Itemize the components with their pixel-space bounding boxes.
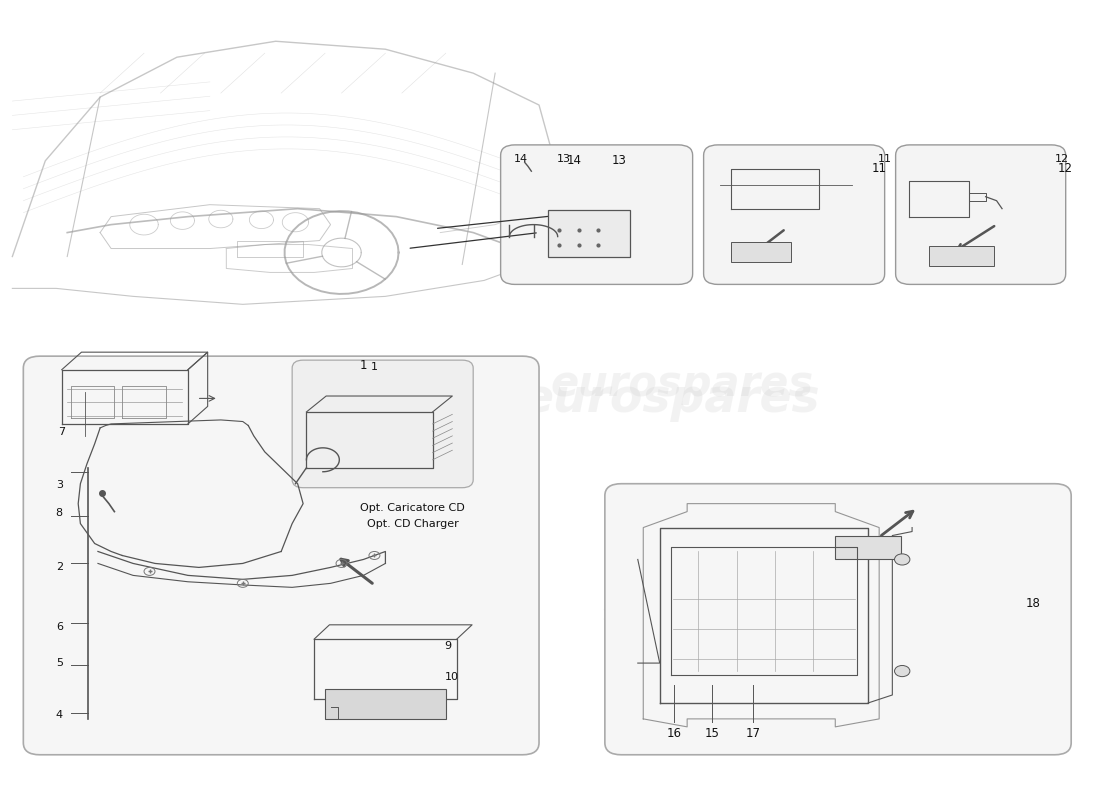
Text: 7: 7: [58, 427, 65, 437]
FancyBboxPatch shape: [895, 145, 1066, 285]
FancyBboxPatch shape: [732, 242, 791, 262]
Text: eurospares: eurospares: [521, 378, 820, 422]
Text: 8: 8: [56, 508, 63, 518]
FancyBboxPatch shape: [835, 535, 901, 559]
Text: 13: 13: [612, 154, 626, 167]
Text: 12: 12: [1055, 154, 1069, 164]
Text: 6: 6: [56, 622, 63, 632]
Circle shape: [894, 554, 910, 565]
Text: 2: 2: [56, 562, 63, 573]
Text: eurospares: eurospares: [650, 643, 966, 691]
Text: 4: 4: [56, 710, 63, 720]
FancyBboxPatch shape: [928, 246, 994, 266]
Text: 17: 17: [746, 726, 760, 740]
Text: 12: 12: [1058, 162, 1072, 175]
Text: 5: 5: [56, 658, 63, 668]
Text: eurospares: eurospares: [627, 644, 978, 698]
Text: 18: 18: [1025, 597, 1041, 610]
FancyBboxPatch shape: [293, 360, 473, 488]
FancyBboxPatch shape: [23, 356, 539, 754]
Text: Opt. Caricatore CD: Opt. Caricatore CD: [361, 502, 465, 513]
Text: 16: 16: [667, 726, 682, 740]
Text: 10: 10: [444, 673, 459, 682]
Text: 1: 1: [360, 359, 367, 372]
Text: 14: 14: [514, 154, 528, 164]
Text: 15: 15: [705, 726, 719, 740]
FancyBboxPatch shape: [548, 210, 630, 257]
FancyBboxPatch shape: [500, 145, 693, 285]
Text: 11: 11: [871, 162, 887, 175]
Text: 11: 11: [878, 154, 892, 164]
Text: 1: 1: [371, 362, 378, 371]
Text: eurospares: eurospares: [550, 363, 813, 405]
Text: 3: 3: [56, 480, 63, 490]
FancyBboxPatch shape: [605, 484, 1071, 754]
FancyBboxPatch shape: [704, 145, 884, 285]
Text: 13: 13: [557, 154, 571, 164]
Circle shape: [894, 666, 910, 677]
Text: Opt. CD Charger: Opt. CD Charger: [367, 518, 459, 529]
FancyBboxPatch shape: [326, 689, 446, 719]
Text: 14: 14: [566, 154, 582, 167]
Text: 9: 9: [444, 641, 452, 650]
